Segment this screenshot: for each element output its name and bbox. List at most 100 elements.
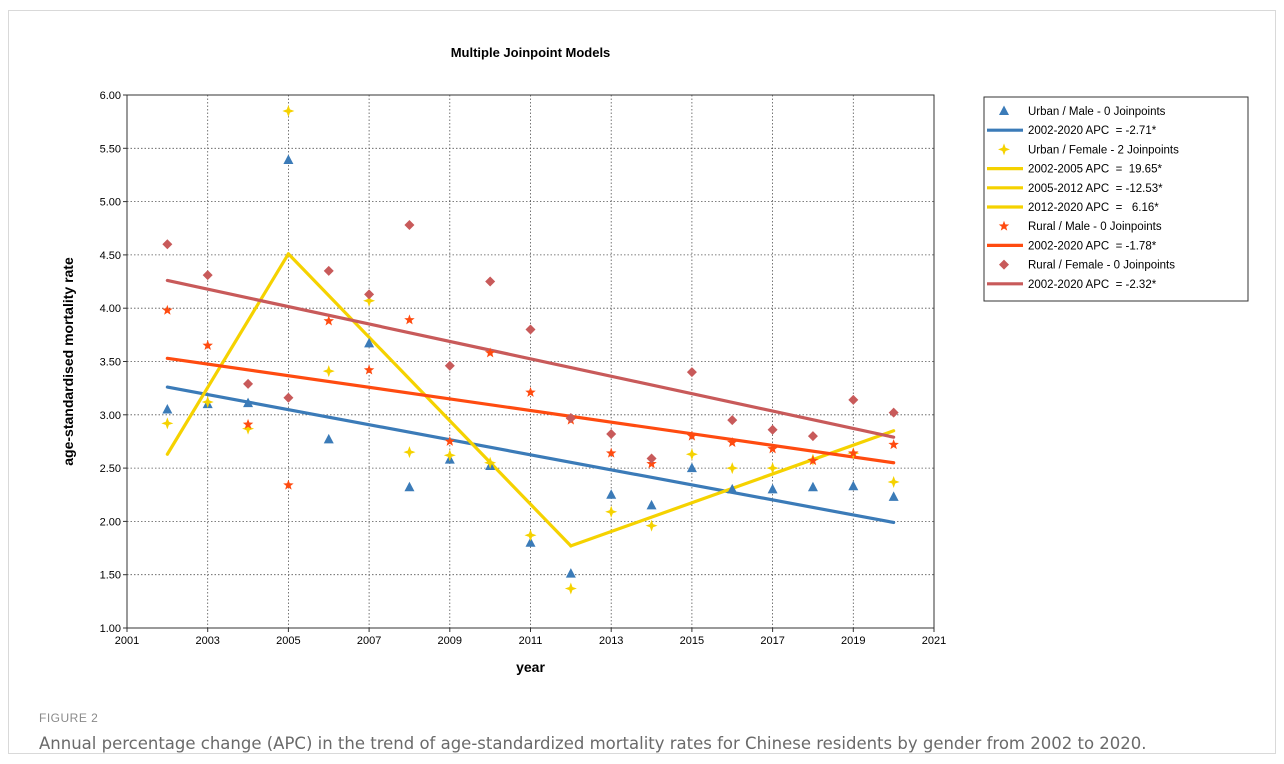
legend-entry: 2002-2020 APC = -1.78*	[1028, 240, 1157, 252]
data-point-series-2	[283, 479, 294, 490]
legend-marker	[998, 220, 1010, 231]
chart-title: Multiple Joinpoint Models	[451, 45, 611, 60]
data-point-series-2	[363, 364, 375, 375]
data-point-series-2	[484, 347, 496, 358]
y-tick-label: 6.00	[100, 90, 121, 102]
data-point-series-3	[444, 360, 455, 371]
data-point-series-1	[605, 505, 618, 518]
x-axis-label: year	[516, 659, 545, 675]
legend-box	[983, 96, 1249, 302]
x-tick-label: 2001	[115, 635, 139, 647]
x-tick-label: 2005	[276, 635, 300, 647]
data-point-series-0	[686, 462, 697, 473]
data-point-series-0	[243, 397, 254, 408]
data-point-series-3	[565, 412, 576, 423]
data-point-series-1	[201, 396, 214, 409]
y-tick-label: 5.00	[100, 197, 121, 209]
data-point-series-0	[404, 481, 415, 492]
x-tick-label: 2015	[680, 635, 704, 647]
data-point-series-3	[606, 428, 617, 439]
data-point-series-0	[525, 537, 536, 547]
y-tick-label: 4.50	[100, 250, 121, 262]
legend-entry: 2002-2020 APC = -2.32*	[1028, 279, 1157, 291]
figure-frame: Multiple Joinpoint Models 2001 2003 2005 200…	[8, 10, 1276, 754]
data-point-series-3	[364, 289, 375, 300]
data-point-series-2	[404, 314, 415, 325]
legend-entry: 2002-2020 APC = -2.71*	[1028, 125, 1157, 137]
data-point-series-2	[888, 439, 899, 450]
fit-line-series-1-segment-0	[165, 252, 290, 456]
data-point-series-0	[162, 403, 173, 414]
data-point-series-1	[766, 462, 779, 475]
fit-line-series-2-segment-0	[165, 356, 896, 465]
y-tick-label: 4.00	[100, 303, 121, 315]
legend-entry: 2012-2020 APC = 6.16*	[1028, 202, 1159, 214]
data-point-series-1	[403, 446, 416, 459]
x-tick-label: 2007	[357, 635, 381, 647]
x-tick-label: 2009	[438, 635, 462, 647]
figure-label: FIGURE 2	[39, 711, 99, 725]
data-point-series-1	[685, 448, 698, 461]
y-tick-label: 3.50	[100, 357, 121, 369]
x-tick-label: 2021	[922, 635, 946, 647]
legend-entry: 2005-2012 APC = -12.53*	[1028, 183, 1163, 195]
legend-entry: 2002-2005 APC = 19.65*	[1028, 164, 1162, 176]
data-point-series-2	[686, 430, 698, 441]
data-point-series-0	[283, 154, 294, 165]
data-point-series-1	[322, 365, 335, 378]
x-tick-label: 2011	[519, 635, 543, 647]
x-tick-label: 2003	[195, 635, 219, 647]
y-axis-label: age-standardised mortality rate	[60, 257, 76, 466]
data-point-series-0	[767, 483, 778, 494]
data-point-series-0	[323, 433, 334, 444]
data-point-series-1	[726, 462, 739, 475]
fit-line-series-3-segment-0	[165, 278, 896, 439]
x-tick-label: 2013	[599, 635, 623, 647]
y-tick-label: 1.00	[100, 623, 121, 635]
legend-marker	[999, 105, 1009, 115]
data-point-series-3	[888, 407, 899, 418]
data-point-series-3	[202, 270, 213, 281]
data-point-series-3	[767, 424, 778, 435]
data-point-series-2	[727, 437, 738, 447]
legend-entry: Urban / Female - 2 Joinpoints	[1028, 144, 1179, 156]
data-point-series-2	[807, 455, 819, 466]
data-point-series-2	[525, 386, 536, 397]
data-point-series-0	[364, 337, 375, 348]
data-point-series-3	[162, 239, 173, 250]
data-point-series-3	[807, 431, 818, 442]
data-point-series-0	[848, 480, 859, 491]
y-tick-label: 1.50	[100, 570, 121, 582]
y-tick-label: 2.50	[100, 463, 121, 475]
data-point-series-2	[848, 447, 859, 458]
data-point-series-2	[444, 435, 456, 446]
y-tick-label: 3.00	[100, 410, 121, 422]
data-point-series-1	[161, 417, 174, 430]
data-point-series-0	[565, 568, 576, 578]
data-point-series-1	[282, 104, 295, 117]
data-point-series-2	[202, 340, 213, 350]
y-tick-label: 2.00	[100, 516, 121, 528]
data-point-series-3	[686, 367, 697, 378]
data-point-series-3	[646, 453, 657, 464]
data-point-series-0	[646, 499, 657, 510]
data-point-series-3	[727, 415, 738, 426]
legend-entry: Rural / Male - 0 Joinpoints	[1028, 221, 1162, 233]
legend-entry: Rural / Female - 0 Joinpoints	[1028, 260, 1175, 272]
figure-caption: Annual percentage change (APC) in the tr…	[39, 734, 1147, 753]
data-point-series-2	[242, 418, 254, 429]
data-point-series-3	[848, 394, 859, 405]
fit-line-series-1-segment-1	[286, 252, 573, 548]
data-point-series-1	[363, 294, 376, 307]
data-point-series-2	[605, 447, 617, 458]
legend-entry: Urban / Male - 0 Joinpoints	[1028, 106, 1166, 118]
data-point-series-3	[404, 220, 415, 231]
x-tick-label: 2017	[760, 635, 784, 647]
data-point-series-2	[162, 304, 173, 315]
fit-line-series-0-segment-0	[165, 385, 896, 525]
data-point-series-3	[243, 378, 254, 389]
data-point-series-0	[727, 483, 738, 494]
data-point-series-0	[888, 491, 899, 501]
data-point-series-1	[524, 529, 537, 542]
data-point-series-1	[564, 582, 577, 595]
